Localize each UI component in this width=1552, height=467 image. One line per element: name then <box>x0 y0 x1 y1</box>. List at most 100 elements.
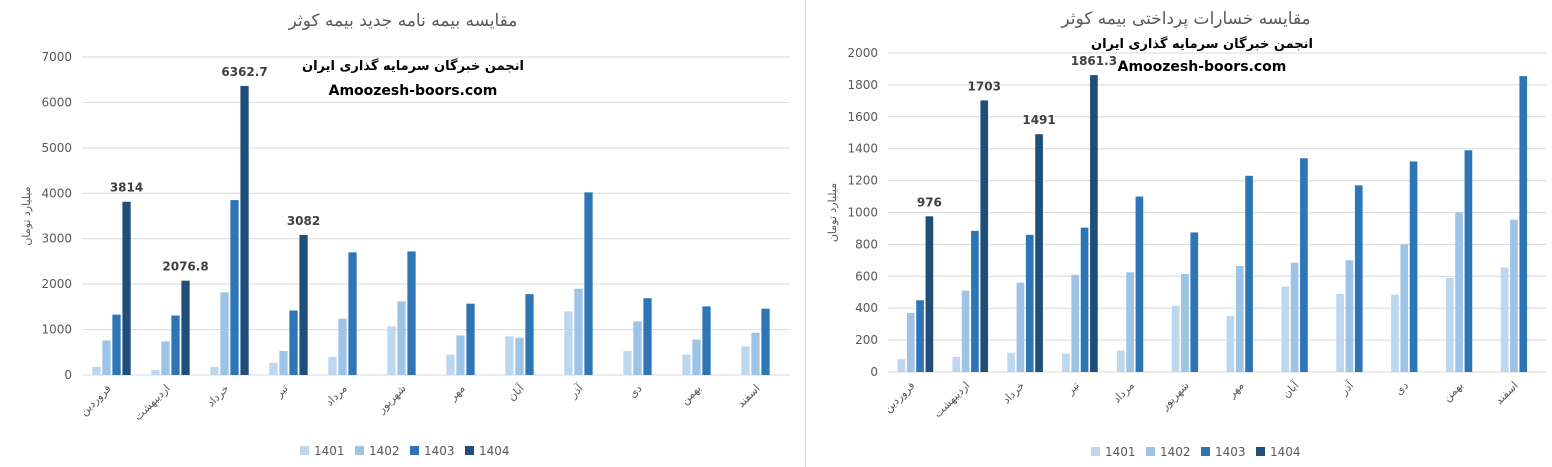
bar-1402-0 <box>102 340 111 375</box>
bar-1403-10 <box>702 306 711 375</box>
legend-label: 1403 <box>1215 445 1246 459</box>
bar-1402-9 <box>1400 244 1409 372</box>
bar-1403-9 <box>1409 161 1418 372</box>
x-tick-label: شهریور <box>1157 379 1191 413</box>
y-axis-label: میلیارد تومان <box>20 186 33 245</box>
bar-1402-2 <box>1016 282 1025 372</box>
bar-1403-7 <box>1300 158 1308 372</box>
bar-1403-8 <box>584 192 593 375</box>
x-tick-label: آبان <box>1279 378 1302 401</box>
legend-swatch <box>410 446 419 455</box>
bar-1401-11 <box>741 346 750 375</box>
bar-1402-8 <box>574 288 583 375</box>
bar-1401-8 <box>564 311 573 375</box>
y-tick-label: 1600 <box>847 110 878 124</box>
bar-1402-6 <box>456 335 465 375</box>
x-tick-label: مهر <box>1225 379 1247 401</box>
data-label: 3814 <box>110 181 143 195</box>
bar-1401-7 <box>505 336 514 375</box>
legend-swatch <box>1146 447 1155 456</box>
bar-1401-4 <box>328 356 337 375</box>
bar-1403-9 <box>643 298 652 375</box>
x-tick-label: آبان <box>504 381 527 404</box>
y-tick-label: 1000 <box>41 323 72 337</box>
bar-1401-10 <box>682 354 691 375</box>
data-label: 2076.8 <box>162 260 208 274</box>
y-tick-label: 5000 <box>41 141 72 155</box>
y-tick-label: 2000 <box>41 277 72 291</box>
bar-1403-1 <box>971 230 979 372</box>
bar-1401-3 <box>1062 353 1070 372</box>
y-tick-label: 1000 <box>847 206 878 220</box>
watermark-text: انجمن خبرگان سرمایه گذاری ایران <box>1091 36 1313 52</box>
bar-1403-7 <box>525 294 534 375</box>
legend: 1401 1402 1403 1404 <box>1091 445 1301 459</box>
bar-1402-6 <box>1235 265 1244 372</box>
x-tick-label: آذر <box>566 381 587 402</box>
bar-1404-0 <box>122 201 131 375</box>
bar-1403-0 <box>916 300 924 372</box>
legend-label: 1404 <box>479 444 510 458</box>
data-label: 1703 <box>968 79 1001 93</box>
legend-label: 1401 <box>314 444 345 458</box>
legend: 1401 1402 1403 1404 <box>300 444 510 458</box>
legend-label: 1403 <box>424 444 455 458</box>
bar-1402-4 <box>338 318 347 375</box>
y-tick-label: 1800 <box>847 78 878 92</box>
bar-1401-2 <box>210 366 219 375</box>
bar-1402-0 <box>906 312 915 372</box>
y-tick-label: 0 <box>64 368 72 382</box>
bar-1403-6 <box>466 303 475 375</box>
chart-divider <box>805 0 806 467</box>
bar-1403-1 <box>171 315 180 375</box>
bar-1402-5 <box>397 301 406 375</box>
x-tick-label: تیر <box>272 382 291 401</box>
bar-1401-7 <box>1281 286 1290 372</box>
watermark-url: Amoozesh-boors.com <box>1118 59 1287 75</box>
watermark-text: انجمن خبرگان سرمایه گذاری ایران <box>302 58 524 74</box>
y-tick-label: 0 <box>870 365 878 379</box>
legend-label: 1402 <box>1160 445 1191 459</box>
bar-1403-2 <box>230 200 239 375</box>
y-tick-label: 1200 <box>847 174 878 188</box>
bar-1402-3 <box>279 350 288 375</box>
legend-swatch <box>1201 447 1210 456</box>
bar-1401-1 <box>151 370 160 375</box>
legend-swatch <box>355 446 364 455</box>
bar-1402-10 <box>692 339 701 375</box>
bar-1401-3 <box>269 362 278 375</box>
bar-1404-1 <box>181 280 190 375</box>
x-tick-label: مهر <box>446 382 468 404</box>
bar-1403-6 <box>1245 175 1253 372</box>
x-tick-label: شهریور <box>374 382 408 416</box>
bar-1401-6 <box>1226 316 1235 372</box>
chart-paid-claims: مقایسه خسارات پرداختی بیمه کوثر 0 200 400 60… <box>826 9 1546 459</box>
bar-1403-10 <box>1464 150 1473 372</box>
bar-1402-9 <box>633 321 642 375</box>
bar-1401-9 <box>1391 294 1399 372</box>
data-label: 6362.7 <box>221 65 267 79</box>
y-tick-label: 1400 <box>847 142 878 156</box>
y-tick-label: 3000 <box>41 232 72 246</box>
bar-1403-5 <box>1190 232 1199 372</box>
bar-1404-0 <box>925 216 934 372</box>
bar-1401-11 <box>1500 267 1509 372</box>
y-tick-label: 200 <box>855 333 878 347</box>
y-axis-label: میلیارد تومان <box>826 183 839 242</box>
legend-swatch <box>1091 447 1100 456</box>
bar-1402-2 <box>220 292 229 375</box>
x-tick-label: خرداد <box>1000 379 1027 406</box>
bar-1403-11 <box>761 308 770 375</box>
bar-1402-7 <box>515 337 524 375</box>
x-tick-label: فروردین <box>881 379 917 415</box>
bar-1402-5 <box>1181 273 1189 372</box>
bar-1402-4 <box>1126 272 1134 372</box>
x-tick-label: دی <box>626 382 645 401</box>
legend-label: 1404 <box>1270 445 1301 459</box>
x-tick-label: خرداد <box>204 382 231 409</box>
bar-1402-10 <box>1455 212 1463 372</box>
bar-1403-4 <box>348 252 357 375</box>
y-tick-label: 7000 <box>41 50 72 64</box>
bar-1401-0 <box>897 359 906 372</box>
